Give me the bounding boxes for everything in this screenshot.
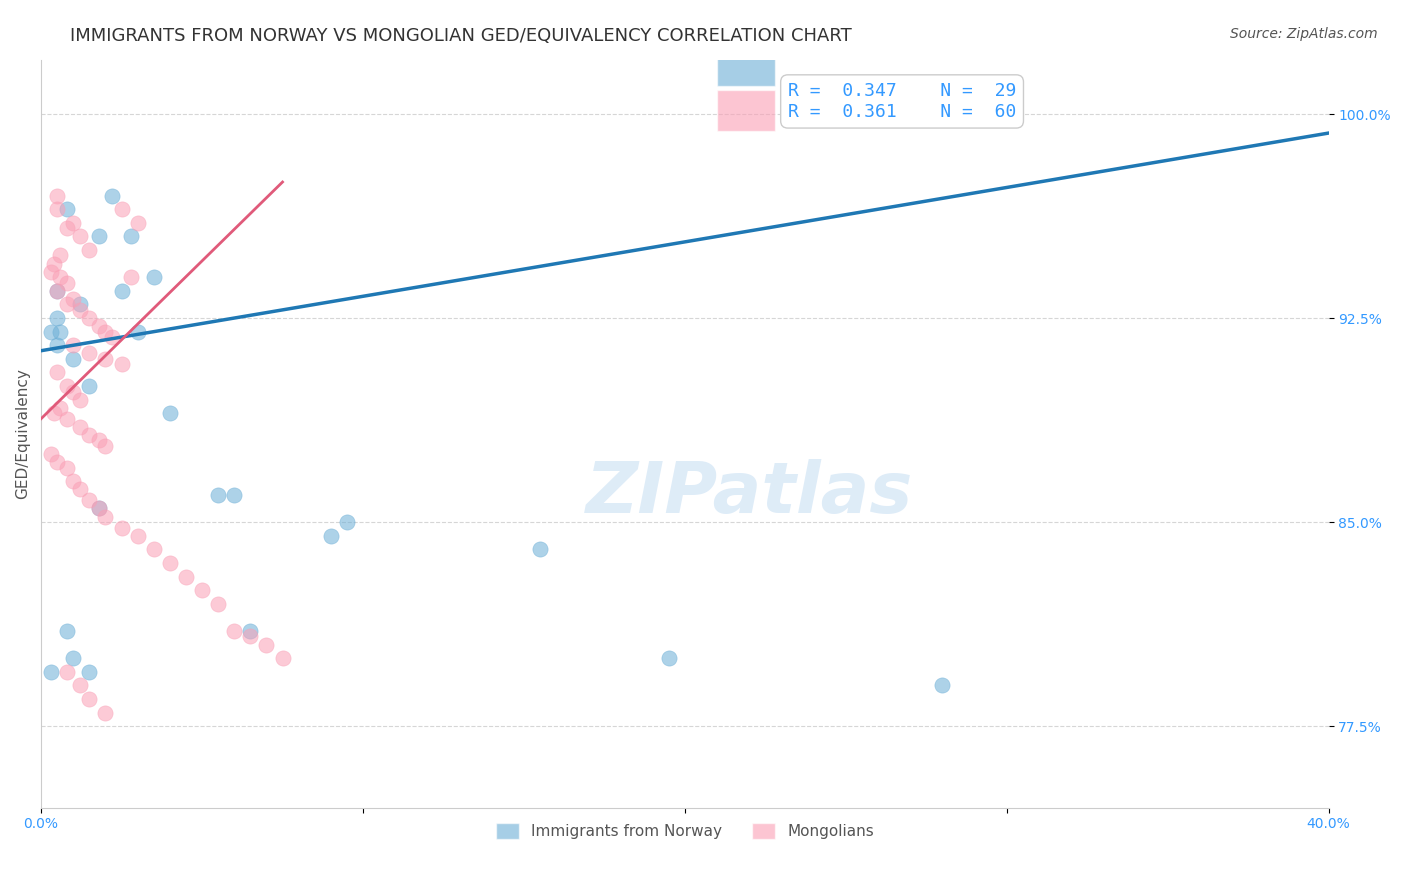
Point xyxy=(39,447,62,461)
Point xyxy=(142,542,165,557)
Point xyxy=(191,583,214,598)
Point xyxy=(39,665,62,679)
Text: IMMIGRANTS FROM NORWAY VS MONGOLIAN GED/EQUIVALENCY CORRELATION CHART: IMMIGRANTS FROM NORWAY VS MONGOLIAN GED/… xyxy=(70,27,852,45)
Point xyxy=(56,297,79,311)
Point xyxy=(174,569,197,583)
Point xyxy=(69,483,91,497)
FancyBboxPatch shape xyxy=(717,45,775,86)
Point xyxy=(42,257,65,271)
Point xyxy=(56,624,79,638)
Point xyxy=(79,665,101,679)
Point xyxy=(46,338,69,352)
Point xyxy=(127,216,149,230)
Point xyxy=(110,357,132,371)
Point xyxy=(94,325,117,339)
Point xyxy=(658,651,681,665)
Point xyxy=(39,325,62,339)
Point xyxy=(110,284,132,298)
Point xyxy=(79,692,101,706)
Point xyxy=(79,243,101,257)
Point xyxy=(110,202,132,217)
Point xyxy=(62,475,84,489)
Point xyxy=(142,270,165,285)
Point xyxy=(207,597,229,611)
Point xyxy=(56,221,79,235)
Point xyxy=(120,270,142,285)
Point xyxy=(79,428,101,442)
Point xyxy=(79,311,101,326)
Point xyxy=(79,493,101,508)
Point xyxy=(319,529,342,543)
Point xyxy=(101,188,124,202)
Point xyxy=(62,651,84,665)
Point xyxy=(46,188,69,202)
Point xyxy=(127,529,149,543)
Point xyxy=(79,379,101,393)
Point xyxy=(49,401,72,415)
Point xyxy=(127,325,149,339)
Point xyxy=(56,411,79,425)
Point xyxy=(42,406,65,420)
Point xyxy=(224,488,246,502)
Point xyxy=(931,678,953,692)
Point xyxy=(46,366,69,380)
Point xyxy=(94,706,117,720)
Point xyxy=(69,302,91,317)
FancyBboxPatch shape xyxy=(717,89,775,130)
Point xyxy=(69,229,91,244)
Point xyxy=(62,384,84,399)
Point xyxy=(529,542,551,557)
Point xyxy=(56,276,79,290)
Point xyxy=(87,501,110,516)
Point xyxy=(224,624,246,638)
Point xyxy=(62,338,84,352)
Point xyxy=(62,216,84,230)
Text: R =  0.347    N =  29
R =  0.361    N =  60: R = 0.347 N = 29 R = 0.361 N = 60 xyxy=(787,82,1017,120)
Point xyxy=(94,439,117,453)
Point xyxy=(49,325,72,339)
Point xyxy=(120,229,142,244)
Point xyxy=(159,406,181,420)
Point xyxy=(62,292,84,306)
Point xyxy=(46,202,69,217)
Point xyxy=(207,488,229,502)
Point xyxy=(239,629,262,643)
Point xyxy=(254,638,277,652)
Point xyxy=(46,311,69,326)
Point xyxy=(94,509,117,524)
Point xyxy=(87,501,110,516)
Point xyxy=(49,248,72,262)
Text: ZIPatlas: ZIPatlas xyxy=(585,459,912,528)
Point xyxy=(69,392,91,407)
Point xyxy=(56,202,79,217)
Point xyxy=(69,420,91,434)
Point xyxy=(62,351,84,366)
Text: Source: ZipAtlas.com: Source: ZipAtlas.com xyxy=(1230,27,1378,41)
Point xyxy=(239,624,262,638)
Point xyxy=(101,330,124,344)
Point xyxy=(49,270,72,285)
Y-axis label: GED/Equivalency: GED/Equivalency xyxy=(15,368,30,500)
Point xyxy=(87,434,110,448)
Point xyxy=(69,297,91,311)
Legend: Immigrants from Norway, Mongolians: Immigrants from Norway, Mongolians xyxy=(489,817,880,845)
Point xyxy=(159,556,181,570)
Point xyxy=(56,665,79,679)
Point xyxy=(271,651,294,665)
Point xyxy=(39,265,62,279)
Point xyxy=(56,460,79,475)
Point xyxy=(79,346,101,360)
Point xyxy=(94,351,117,366)
Point xyxy=(69,678,91,692)
Point xyxy=(46,284,69,298)
Point xyxy=(336,515,359,529)
Point xyxy=(110,520,132,534)
Point xyxy=(56,379,79,393)
Point xyxy=(87,229,110,244)
Point xyxy=(87,319,110,334)
Point xyxy=(46,284,69,298)
Point xyxy=(46,455,69,469)
